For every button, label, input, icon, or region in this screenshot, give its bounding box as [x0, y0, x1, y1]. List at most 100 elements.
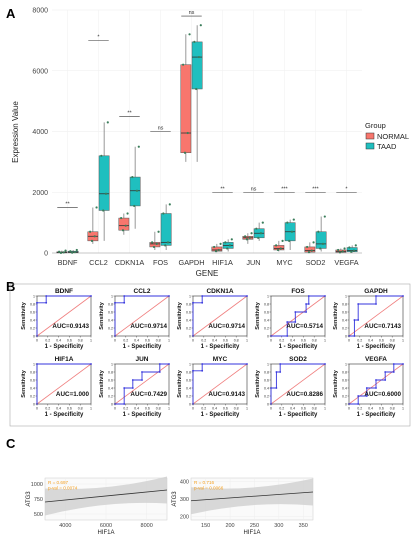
data-point: [100, 154, 103, 157]
roc-reference-line: [36, 363, 92, 405]
y-tick-label: 0.2: [30, 395, 35, 399]
data-point: [104, 192, 108, 195]
x-tick-label: 0.8: [78, 339, 83, 343]
roc-title: BDNF: [55, 288, 73, 295]
x-tick-label: 1: [90, 339, 92, 343]
data-point: [321, 242, 325, 245]
data-point: [228, 244, 232, 247]
y-tick-label: 0: [44, 251, 48, 258]
y-tick-label: 0.6: [342, 311, 347, 315]
y-tick-label: 0.4: [264, 319, 269, 323]
x-tick-label: BDNF: [58, 258, 78, 267]
data-point: [338, 251, 342, 254]
x-tick-label: 0.2: [357, 407, 362, 411]
x-tick-label: 4000: [59, 523, 71, 529]
y-tick-label: 0.6: [108, 311, 113, 315]
roc-point: [114, 301, 116, 304]
x-tick-label: 0.4: [212, 407, 217, 411]
x-axis-title: 1 - Specificity: [201, 412, 240, 418]
data-point: [306, 245, 309, 249]
x-tick-label: GAPDH: [179, 258, 205, 267]
x-tick-label: 0.2: [279, 339, 284, 343]
x-tick-label: VEGFA: [334, 258, 358, 267]
y-axis-title: Sensitivity: [21, 369, 27, 397]
auc-label: AUC=0.7143: [364, 323, 401, 330]
regression-line: [190, 491, 314, 502]
roc-point: [324, 295, 326, 297]
roc-plot-fos: FOS AUC=0.5714 0 0.2 0.4 0.6 0.8 1 0 0.2 0.4 0.6 0.8…: [255, 288, 326, 350]
roc-point: [294, 321, 297, 323]
data-point: [259, 232, 263, 235]
data-point: [186, 131, 189, 135]
box-taad: [160, 213, 172, 246]
data-point: [120, 216, 123, 220]
x-tick-label: 0.4: [212, 339, 217, 343]
auc-label: AUC=0.8286: [286, 391, 323, 398]
data-point: [188, 33, 191, 36]
roc-point: [305, 303, 307, 305]
y-tick-label: 0.6: [342, 379, 347, 383]
y-tick-label: 1000: [31, 482, 43, 488]
data-point: [312, 241, 315, 244]
x-tick-label: 0.8: [390, 339, 395, 343]
data-point: [126, 212, 129, 215]
x-tick-label: 0.2: [45, 407, 50, 411]
y-axis-title: Sensitivity: [99, 369, 105, 397]
y-tick-label: 200: [180, 515, 189, 521]
y-tick-label: 0.4: [264, 387, 269, 391]
x-tick-label: HIF1A: [212, 258, 233, 267]
box-normal: [304, 246, 316, 253]
x-tick-label: 1: [168, 339, 170, 343]
roc-plot-jun: JUN AUC=0.7429 0 0.2 0.4 0.6 0.8 1 0 0.2 0.4 0.6 0.8…: [99, 356, 170, 418]
roc-title: FOS: [291, 288, 305, 295]
data-point: [58, 250, 61, 253]
y-tick-label: 6000: [32, 68, 48, 75]
roc-plot-frame: [348, 363, 404, 405]
data-point: [292, 218, 295, 221]
box-normal: [180, 64, 192, 154]
x-tick-label: 0.8: [78, 407, 83, 411]
y-tick-label: 0.4: [30, 387, 35, 391]
roc-reference-line: [114, 295, 170, 337]
roc-point: [357, 403, 360, 405]
y-tick-label: 0.8: [264, 303, 269, 307]
x-tick-label: FOS: [153, 258, 168, 267]
y-tick-label: 1: [267, 363, 269, 367]
data-point: [244, 235, 247, 238]
x-tick-label: 1: [246, 407, 248, 411]
y-tick-label: 1: [189, 363, 191, 367]
data-point: [286, 221, 289, 224]
roc-title: JUN: [135, 356, 148, 363]
x-axis-title: 1 - Specificity: [279, 412, 318, 418]
x-axis-title: 1 - Specificity: [45, 412, 84, 418]
x-tick-label: 0.8: [234, 407, 239, 411]
data-point: [64, 249, 67, 252]
roc-point: [279, 363, 282, 365]
y-axis-title: Sensitivity: [333, 301, 339, 329]
x-tick-label: 0.8: [156, 407, 161, 411]
data-point: [337, 248, 340, 252]
y-tick-label: 2000: [32, 190, 48, 197]
x-tick-label: 0.6: [145, 407, 150, 411]
x-axis-title: 1 - Specificity: [279, 344, 318, 350]
x-axis-title: HIF1A: [243, 530, 260, 536]
x-axis-title: 1 - Specificity: [45, 344, 84, 350]
y-tick-label: 0.6: [30, 379, 35, 383]
x-tick-label: 350: [299, 523, 308, 529]
data-point: [343, 247, 346, 250]
roc-point: [123, 295, 126, 297]
y-axis-title: Expression Value: [11, 101, 20, 163]
x-tick-label: 0.8: [312, 339, 317, 343]
data-point: [348, 246, 351, 249]
y-tick-label: 4000: [32, 129, 48, 136]
y-tick-label: 0.8: [108, 371, 113, 375]
y-tick-label: 1: [111, 295, 113, 299]
roc-point: [402, 363, 404, 365]
data-point: [281, 239, 284, 242]
significance-label: ns: [189, 10, 195, 16]
gridlines: [52, 9, 362, 254]
x-tick-label: 6000: [100, 523, 112, 529]
